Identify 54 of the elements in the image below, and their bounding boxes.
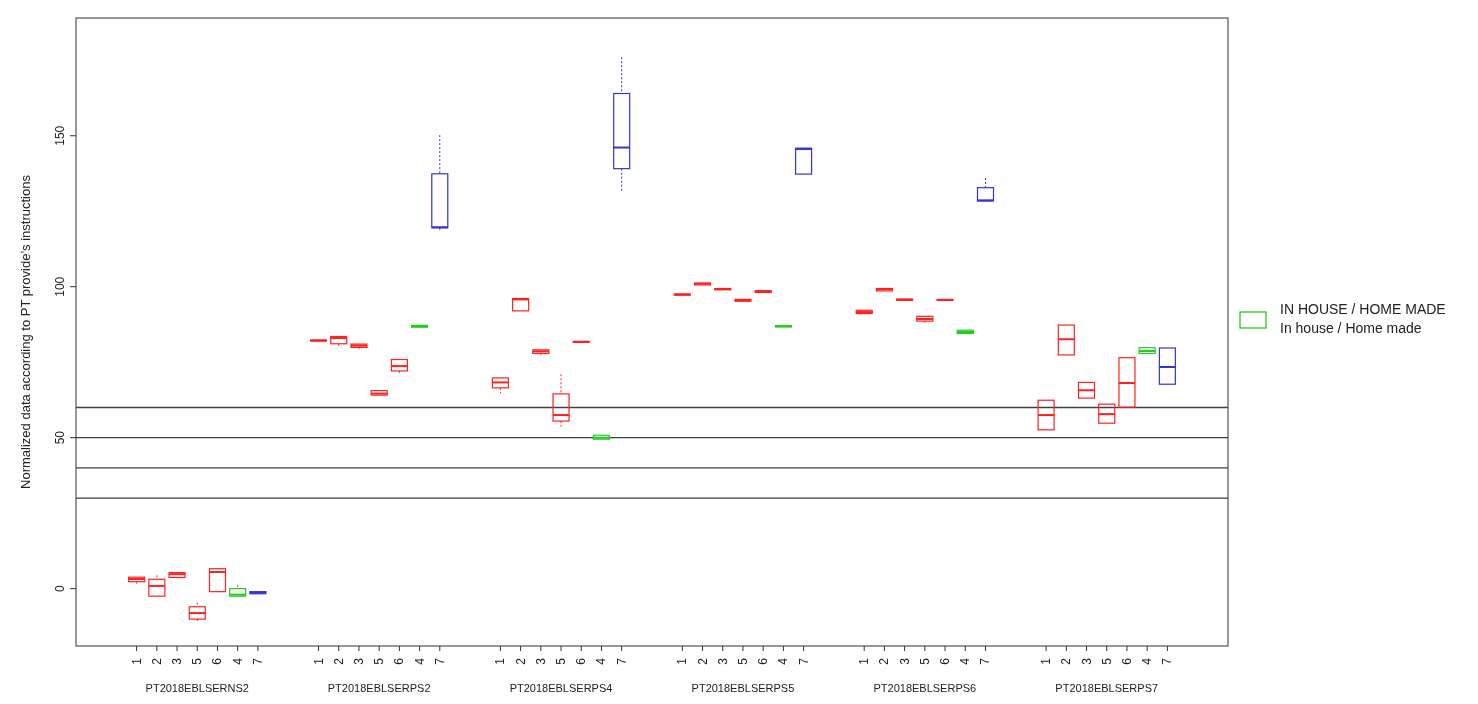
x-tick-label: 7	[1160, 657, 1175, 665]
y-tick-label: 0	[53, 584, 67, 592]
x-tick-label: 2	[1059, 657, 1074, 665]
x-tick-label: 2	[877, 657, 892, 665]
text: PT2018EBLSERPS5	[691, 682, 795, 694]
y-tick-label: 50	[53, 430, 67, 445]
x-tick-label: 4	[230, 657, 245, 665]
x-tick-label: 3	[351, 657, 366, 665]
text: PT2018EBLSERNS2	[145, 682, 249, 694]
x-tick-label: 7	[614, 657, 629, 665]
x-tick-label: 6	[210, 657, 225, 665]
x-tick-label: 1	[311, 657, 326, 665]
text: PT2018EBLSERPS4	[509, 682, 613, 694]
x-tick-label: 6	[756, 657, 771, 665]
x-tick-label: 6	[938, 657, 953, 665]
x-tick-label: 4	[958, 657, 973, 665]
x-tick-label: 4	[412, 657, 427, 665]
x-tick-label: 6	[574, 657, 589, 665]
x-tick-label: 1	[1039, 657, 1054, 665]
x-tick-label: 5	[190, 657, 205, 665]
x-tick-label: 3	[533, 657, 548, 665]
x-tick-label: 7	[432, 657, 447, 665]
x-tick-label: 2	[513, 657, 528, 665]
text: PT2018EBLSERPS6	[873, 682, 977, 694]
x-tick-label: 5	[1099, 657, 1114, 665]
x-tick-label: 2	[331, 657, 346, 665]
x-tick-label: 7	[796, 657, 811, 665]
x-tick-label: 5	[554, 657, 569, 665]
x-tick-label: 5	[372, 657, 387, 665]
y-tick-label: 150	[53, 125, 67, 146]
x-tick-label: 4	[776, 657, 791, 665]
x-tick-label: 3	[897, 657, 912, 665]
x-tick-label: 1	[493, 657, 508, 665]
x-tick-label: 5	[917, 657, 932, 665]
y-tick-label: 100	[53, 276, 67, 297]
x-tick-label: 1	[129, 657, 144, 665]
x-tick-label: 7	[978, 657, 993, 665]
x-tick-label: 3	[1079, 657, 1094, 665]
legend-label: IN HOUSE / HOME MADE In house / Home made	[1280, 301, 1446, 336]
text: PT2018EBLSERPS2	[327, 682, 431, 694]
x-tick-label: 2	[695, 657, 710, 665]
x-tick-label: 4	[1140, 657, 1155, 665]
x-tick-label: 1	[675, 657, 690, 665]
x-tick-label: 6	[392, 657, 407, 665]
x-tick-label: 4	[594, 657, 609, 665]
text: PT2018EBLSERPS7	[1055, 682, 1159, 694]
x-tick-label: 1	[857, 657, 872, 665]
x-tick-label: 7	[250, 657, 265, 665]
x-tick-label: 3	[170, 657, 185, 665]
x-tick-label: 2	[149, 657, 164, 665]
x-tick-label: 3	[715, 657, 730, 665]
y-axis-title: Normalized data according to PT provide’s instructions	[18, 174, 33, 489]
x-tick-label: 5	[735, 657, 750, 665]
x-tick-label: 6	[1119, 657, 1134, 665]
